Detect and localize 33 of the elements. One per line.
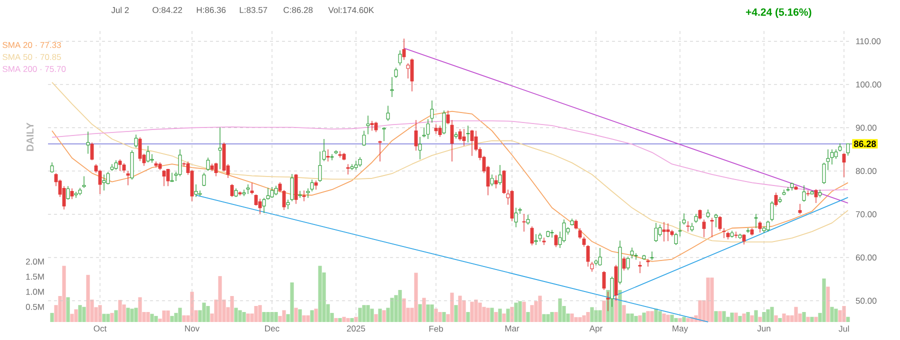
y2-tick-label: 0.5M (26, 304, 44, 310)
ref-line-label: 86.28 (854, 140, 876, 148)
x-tick-label: Feb (429, 326, 443, 332)
y-tick-label: 80.00 (856, 168, 876, 174)
x-tick-label: Apr (589, 326, 602, 334)
text: C:86.28 (284, 6, 313, 13)
x-tick-label: Jun (757, 326, 770, 332)
text: L:83.57 (240, 6, 268, 13)
x-tick-label: Dec (265, 326, 280, 332)
x-tick-label: 2025 (346, 326, 366, 332)
x-tick-label: Jul (838, 326, 849, 332)
x-tick-label: Nov (185, 326, 200, 332)
x-tick-label: May (672, 326, 688, 334)
y-tick-label: 90.00 (856, 124, 876, 131)
y-tick-label: 50.00 (856, 298, 876, 304)
y-tick-label: 100.00 (856, 82, 882, 88)
text: O:84.22 (152, 6, 182, 13)
text: SMA 20 · 77.33 (2, 42, 61, 48)
y-tick-label: 110.00 (856, 38, 881, 44)
text: Vol:174.60K (328, 6, 374, 14)
text: H:86.36 (196, 6, 226, 13)
x-tick-label: Oct (94, 326, 107, 332)
y2-tick-label: 1.0M (26, 288, 44, 295)
text: Jul 2 (111, 6, 129, 14)
text: DAILY (26, 122, 34, 151)
x-tick-label: Mar (505, 326, 520, 332)
y2-tick-label: 2.0M (26, 258, 44, 265)
text: SMA 200 · 75.70 (2, 66, 66, 72)
y-tick-label: 70.00 (856, 211, 876, 218)
y-tick-label: 60.00 (856, 254, 876, 261)
text: +4.24 (5.16%) (746, 8, 812, 18)
text: SMA 50 · 70.85 (2, 54, 61, 60)
y2-tick-label: 1.5M (26, 274, 44, 280)
